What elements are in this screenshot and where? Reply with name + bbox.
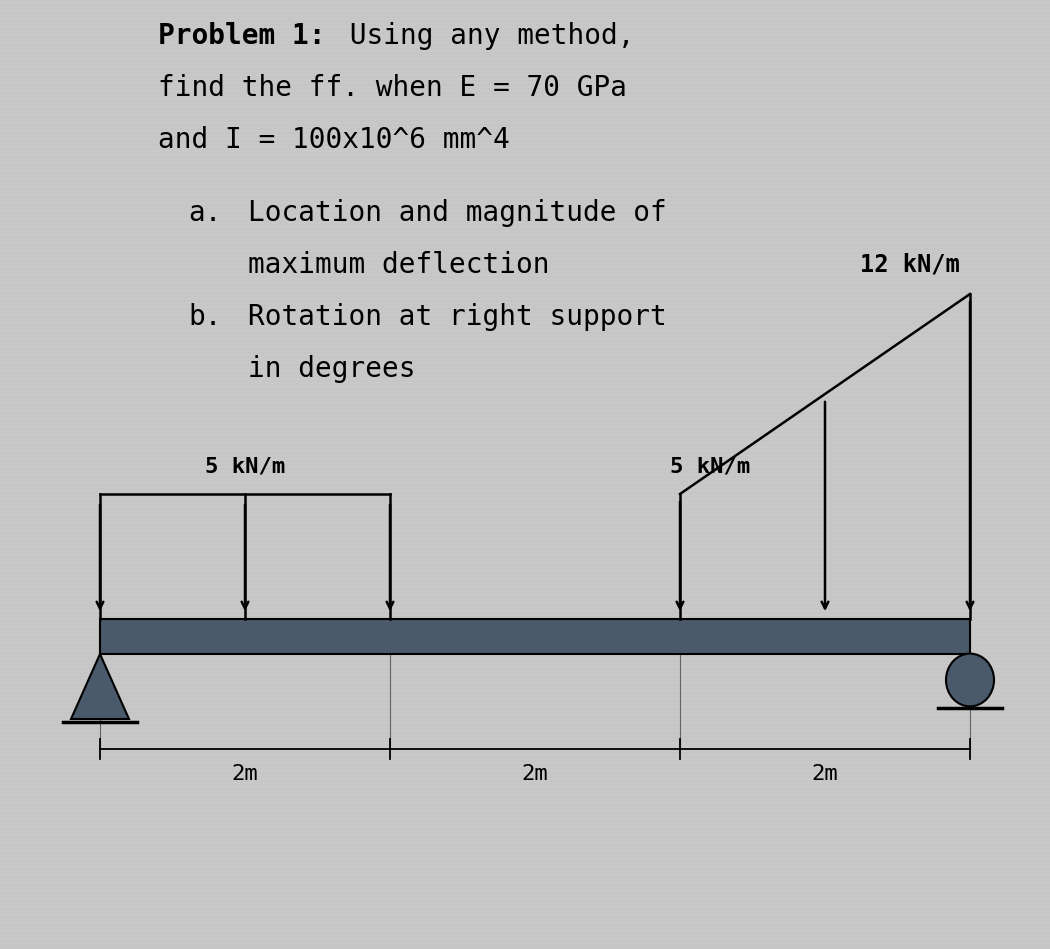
Text: and I = 100x10^6 mm^4: and I = 100x10^6 mm^4 [158,126,509,154]
Text: 5 kN/m: 5 kN/m [205,456,286,476]
Text: maximum deflection: maximum deflection [248,251,549,279]
Text: Problem 1:: Problem 1: [158,22,326,50]
Text: 5 kN/m: 5 kN/m [670,456,751,476]
Text: find the ff. when E = 70 GPa: find the ff. when E = 70 GPa [158,74,627,102]
Text: a.: a. [188,198,222,227]
Text: 2m: 2m [812,764,838,784]
Text: 2m: 2m [232,764,258,784]
Bar [100,619,970,654]
Text: Location and magnitude of: Location and magnitude of [248,198,667,227]
Text: in degrees: in degrees [248,355,416,382]
Text: 12 kN/m: 12 kN/m [860,252,960,276]
Text: Using any method,: Using any method, [333,22,634,50]
Text: Rotation at right support: Rotation at right support [248,303,667,331]
Text: 2m: 2m [522,764,548,784]
Text: b.: b. [188,303,222,331]
Polygon shape [71,654,129,719]
Ellipse shape [946,654,994,706]
